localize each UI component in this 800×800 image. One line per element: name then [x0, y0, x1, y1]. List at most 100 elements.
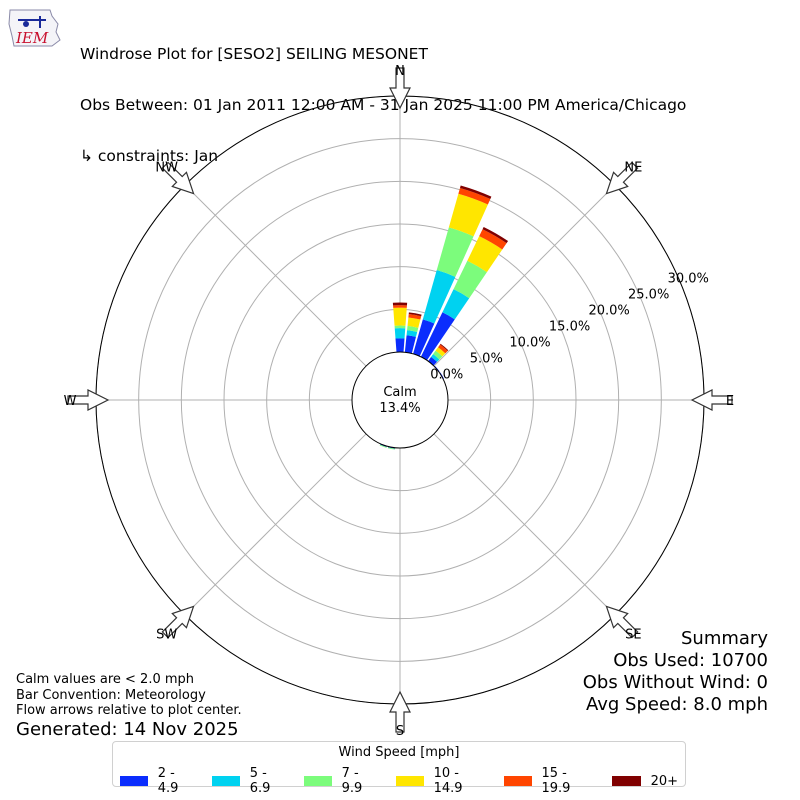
- generated-date: Generated: 14 Nov 2025: [16, 719, 239, 740]
- wind-bar-segment: [407, 325, 419, 332]
- wind-bar-segment: [392, 302, 408, 306]
- radial-tick-label: 0.0%: [430, 368, 463, 383]
- legend-label: 7 - 9.9: [341, 766, 363, 796]
- legend-swatch: [395, 776, 424, 786]
- wind-bar-segment: [436, 227, 474, 277]
- legend-label: 15 - 19.9: [541, 766, 571, 796]
- radial-tick-label: 25.0%: [628, 288, 669, 303]
- legend-label: 20+: [650, 773, 678, 789]
- flow-arrow-icon: [67, 389, 110, 411]
- wind-bar-segment: [393, 307, 407, 326]
- grid-spoke: [433, 433, 616, 616]
- grid-spoke: [433, 184, 616, 367]
- legend-label: 5 - 6.9: [249, 766, 271, 796]
- radial-tick-label: 15.0%: [549, 320, 590, 335]
- flow-arrow-shape: [389, 67, 411, 110]
- wind-bar-segment: [413, 319, 435, 357]
- legend-item: 15 - 19.9: [503, 766, 598, 796]
- flow-arrow-shape: [605, 161, 639, 195]
- wind-bar-segment: [440, 343, 449, 351]
- flow-arrow-icon: [389, 690, 411, 733]
- direction-label: S: [396, 724, 404, 739]
- legend-swatch: [211, 776, 240, 786]
- wind-bar-segment: [442, 289, 470, 320]
- radial-tick-label: 5.0%: [470, 352, 503, 367]
- flow-arrow-shape: [389, 690, 411, 733]
- flow-arrow-shape: [161, 161, 195, 195]
- chart-title: Windrose Plot for [SESO2] SEILING MESONE…: [80, 45, 428, 63]
- wind-bar-segment: [467, 236, 503, 273]
- legend-label: 2 - 4.9: [157, 766, 179, 796]
- radial-tick-label: 20.0%: [588, 304, 629, 319]
- legend-swatch: [303, 776, 332, 786]
- wind-bar-segment: [406, 330, 418, 337]
- legend-item: 7 - 9.9: [303, 766, 382, 796]
- chart-constraints: ↳ constraints: Jan: [80, 147, 219, 165]
- legend-swatch: [503, 776, 532, 786]
- flow-arrow-shape: [67, 389, 110, 411]
- calm-value: 13.4%: [379, 401, 420, 416]
- radial-tick-label: 10.0%: [509, 336, 550, 351]
- legend-item: 2 - 4.9: [120, 766, 198, 796]
- flow-arrow-icon: [605, 605, 639, 639]
- wind-bar-segment: [448, 193, 488, 237]
- wind-bars: [379, 185, 509, 450]
- direction-label: SE: [625, 627, 641, 642]
- flow-arrows-note: Flow arrows relative to plot center.: [16, 703, 242, 718]
- flow-arrow-icon: [389, 67, 411, 110]
- wind-bar-segment: [458, 187, 491, 205]
- wind-bar-segment: [404, 335, 416, 354]
- wind-bar-segment: [394, 325, 406, 329]
- legend-item: 5 - 6.9: [211, 766, 290, 796]
- legend-swatch: [120, 776, 148, 786]
- flow-arrow-icon: [161, 605, 195, 639]
- summary-title: Summary: [681, 628, 768, 649]
- wind-bar-segment: [431, 354, 440, 362]
- flow-arrow-shape: [690, 389, 733, 411]
- legend-items: 2 - 4.9 5 - 6.9 7 - 9.9 10 - 14.9 15 - 19.9 2…: [113, 766, 685, 796]
- obs-without-wind: Obs Without Wind: 0: [582, 672, 768, 693]
- grid-spoke: [184, 433, 367, 616]
- legend-item: 20+: [611, 766, 678, 796]
- calm-label: Calm: [383, 385, 416, 400]
- grid-spoke: [184, 184, 367, 367]
- wind-bar-segment: [395, 338, 405, 353]
- legend-item: 10 - 14.9: [395, 766, 490, 796]
- direction-label: W: [64, 394, 77, 409]
- logo-text: IEM: [15, 29, 49, 47]
- wind-bar-segment: [408, 314, 422, 320]
- calm-circle: [351, 351, 449, 449]
- wind-bar-segment: [407, 317, 421, 328]
- wind-bar-segment: [393, 305, 407, 308]
- avg-speed: Avg Speed: 8.0 mph: [586, 694, 768, 715]
- flow-arrow-shape: [605, 605, 639, 639]
- wind-bar-segment: [422, 270, 456, 324]
- chart-header: Windrose Plot for [SESO2] SEILING MESONE…: [80, 12, 686, 182]
- wind-bar-segment: [379, 444, 387, 448]
- direction-label: SW: [156, 627, 177, 642]
- bar-convention-note: Bar Convention: Meteorology: [16, 687, 206, 703]
- flow-arrow-icon: [161, 161, 195, 195]
- chart-subtitle: Obs Between: 01 Jan 2011 12:00 AM - 31 J…: [80, 96, 687, 114]
- legend-label: 10 - 14.9: [433, 766, 463, 796]
- calm-note: Calm values are < 2.0 mph: [16, 672, 195, 687]
- radial-tick-label: 30.0%: [668, 272, 709, 287]
- wind-bar-segment: [435, 347, 446, 357]
- iem-logo: IEM: [8, 9, 61, 47]
- wind-bar-segment: [387, 447, 396, 450]
- legend: Wind Speed [mph] 2 - 4.9 5 - 6.9 7 - 9.9 10…: [112, 741, 686, 796]
- wind-bar-segment: [408, 312, 422, 317]
- direction-label: NW: [155, 161, 178, 176]
- wind-bar-segment: [482, 226, 509, 244]
- wind-bar-segment: [420, 312, 455, 361]
- flow-arrow-shape: [161, 605, 195, 639]
- summary-box: Summary Obs Used: 10700 Obs Without Wind…: [583, 628, 768, 716]
- legend-title: Wind Speed [mph]: [338, 745, 460, 760]
- direction-label: N: [395, 64, 405, 79]
- obs-used: Obs Used: 10700: [613, 650, 768, 671]
- wind-bar-segment: [460, 185, 492, 199]
- wind-bar-segment: [394, 328, 406, 339]
- direction-label: NE: [624, 161, 642, 176]
